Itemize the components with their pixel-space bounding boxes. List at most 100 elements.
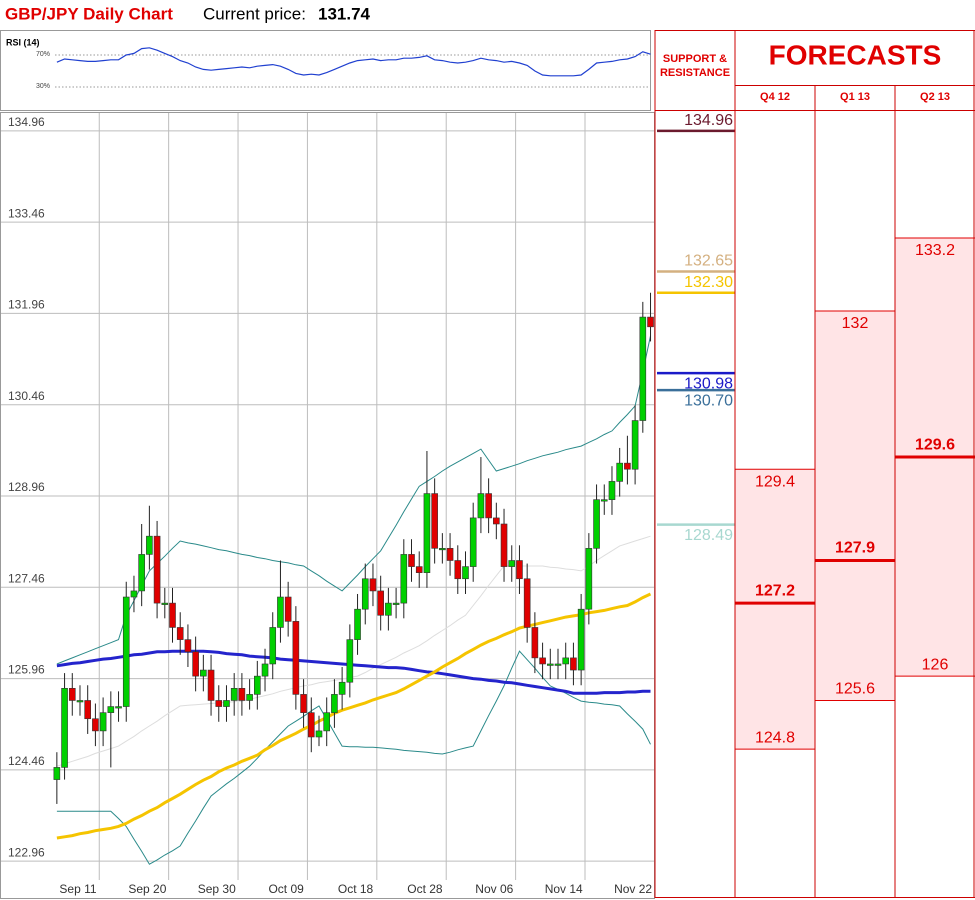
candle-body — [554, 663, 562, 666]
forecast-mid-label: 127.2 — [755, 582, 795, 599]
candle-body — [207, 669, 215, 701]
candle-body — [539, 657, 546, 665]
side-frame — [654, 30, 975, 898]
candle-body — [500, 523, 508, 567]
forecast-low-label: 124.8 — [755, 729, 795, 746]
candle-body — [531, 627, 539, 659]
rsi-tick-label: 70% — [36, 51, 50, 58]
candle-body — [408, 554, 415, 567]
candle-body — [307, 712, 315, 738]
candle-body — [392, 602, 400, 605]
sr-label: 134.96 — [684, 112, 733, 129]
y-tick-label: 125.96 — [8, 663, 45, 677]
candle-body — [439, 548, 446, 551]
candle-body — [161, 602, 169, 605]
candle-body — [423, 493, 431, 573]
x-tick-label: Nov 14 — [545, 882, 583, 896]
x-tick-label: Oct 09 — [268, 882, 304, 896]
candle-body — [608, 481, 616, 500]
candle-body — [477, 493, 485, 519]
candle-body — [631, 420, 639, 470]
candle-body — [122, 596, 130, 707]
candle-body — [323, 712, 331, 732]
forecast-high-label: 129.4 — [755, 473, 795, 490]
x-tick-label: Oct 28 — [407, 882, 443, 896]
forecast-low-label: 125.6 — [835, 681, 875, 698]
candle-body — [377, 590, 384, 616]
candle-body — [338, 681, 346, 695]
x-tick-label: Sep 11 — [59, 882, 96, 896]
x-tick-label: Sep 20 — [128, 882, 166, 896]
sr-label: 130.98 — [684, 375, 733, 392]
candle-body — [215, 700, 223, 707]
sr-label: 132.30 — [684, 274, 733, 291]
forecast-title: FORECASTS — [769, 39, 942, 70]
candle-body — [269, 627, 277, 665]
sr-title: SUPPORT & RESISTANCE — [659, 53, 731, 79]
y-tick-label: 130.46 — [8, 389, 45, 403]
rsi-frame — [0, 30, 651, 111]
forecast-range — [815, 310, 895, 701]
candle-body — [523, 578, 531, 628]
candle-body — [107, 706, 115, 713]
x-tick-label: Sep 30 — [198, 882, 236, 896]
candle-body — [238, 688, 246, 701]
candle-body — [369, 578, 377, 592]
forecast-low-label: 126 — [922, 656, 949, 673]
candle-body — [84, 700, 91, 720]
forecast-high-label: 133.2 — [915, 242, 955, 259]
candle-body — [192, 651, 199, 677]
period-label: Q4 12 — [760, 91, 790, 103]
period-label: Q1 13 — [840, 91, 870, 103]
price-frame — [0, 112, 655, 899]
candle-body — [454, 560, 462, 580]
candle-body — [169, 602, 176, 628]
forecast-mid-label: 129.6 — [915, 436, 955, 453]
y-tick-label: 122.96 — [8, 845, 45, 859]
candle-body — [331, 694, 338, 713]
candle-body — [146, 535, 153, 555]
y-tick-label: 128.96 — [8, 480, 45, 494]
indicator-line — [56, 592, 652, 840]
candle-body — [153, 535, 161, 604]
candle-body — [76, 700, 84, 703]
candle-body — [68, 688, 76, 701]
candle-body — [354, 608, 361, 640]
candle-body — [400, 554, 408, 604]
candle-body — [184, 639, 192, 653]
candle-body — [300, 694, 307, 713]
candle-body — [639, 316, 647, 421]
candle-body — [493, 517, 500, 525]
forecast-mid-label: 127.9 — [835, 540, 875, 557]
y-tick-label: 134.96 — [8, 115, 45, 129]
candle-body — [115, 706, 122, 709]
sr-title-box: SUPPORT & RESISTANCE — [659, 53, 731, 79]
candle-body — [315, 730, 323, 738]
x-tick-label: Nov 22 — [614, 882, 652, 896]
candle-body — [616, 462, 623, 482]
forecast-high-label: 132 — [842, 315, 869, 332]
candle-body — [200, 669, 207, 677]
chart-title: GBP/JPY Daily Chart — [5, 4, 173, 23]
candle-body — [624, 462, 631, 470]
candle-body — [516, 560, 523, 580]
candle-body — [647, 316, 654, 328]
y-tick-label: 133.46 — [8, 206, 45, 220]
candle-body — [600, 499, 608, 502]
current-price: 131.74 — [318, 4, 371, 23]
indicator-line — [56, 650, 651, 865]
price-plot: 122.96 124.46 125.96 127.46 128.96 130.46 131.… — [1, 113, 654, 896]
candle-body — [261, 663, 269, 677]
candle-body — [284, 596, 292, 622]
sr-label: 130.70 — [684, 392, 733, 409]
candle-body — [469, 517, 477, 567]
candle-body — [361, 578, 369, 610]
sr-label: 132.65 — [684, 253, 733, 270]
forecast-range — [735, 469, 815, 750]
candle-body — [577, 608, 585, 671]
x-tick-label: Nov 06 — [475, 882, 513, 896]
candle-body — [138, 554, 145, 592]
period-label: Q2 13 — [920, 91, 950, 103]
candle-body — [570, 657, 577, 671]
